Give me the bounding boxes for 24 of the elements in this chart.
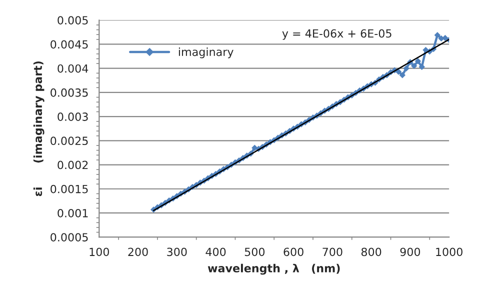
y-tick-label: 0.001 [58, 208, 88, 218]
legend-label: imaginary [178, 47, 234, 58]
y-axis-title: εi (imaginary part) [33, 61, 44, 196]
x-tick-label: 100 [90, 248, 110, 256]
y-tick-label: 0.0045 [50, 40, 88, 49]
x-tick-label: 200 [128, 248, 148, 256]
annotation: y = 4E-06x + 6E-05 [282, 29, 392, 40]
x-tick-label: 300 [167, 248, 187, 256]
x-tick-label: 800 [361, 248, 382, 256]
x-axis-title: wavelength , λ (nm) [208, 264, 340, 275]
y-tick-label: 0.0035 [50, 88, 88, 97]
y-tick-label: 0.0005 [50, 233, 88, 242]
x-tick-label: 600 [284, 248, 304, 256]
y-tick-label: 0.002 [58, 160, 88, 170]
y-tick-label: 0.005 [58, 16, 88, 25]
y-tick-label: 0.0015 [50, 184, 88, 194]
x-tick-label: 700 [322, 248, 342, 256]
y-tick-label: 0.004 [58, 64, 88, 73]
y-tick-label: 0.003 [58, 112, 88, 121]
y-tick-label: 0.0025 [50, 136, 88, 146]
x-tick-label: 500 [244, 248, 265, 256]
x-tick-label: 400 [206, 248, 226, 256]
x-tick-label: 1000 [436, 248, 462, 256]
x-tick-label: 900 [400, 248, 420, 256]
